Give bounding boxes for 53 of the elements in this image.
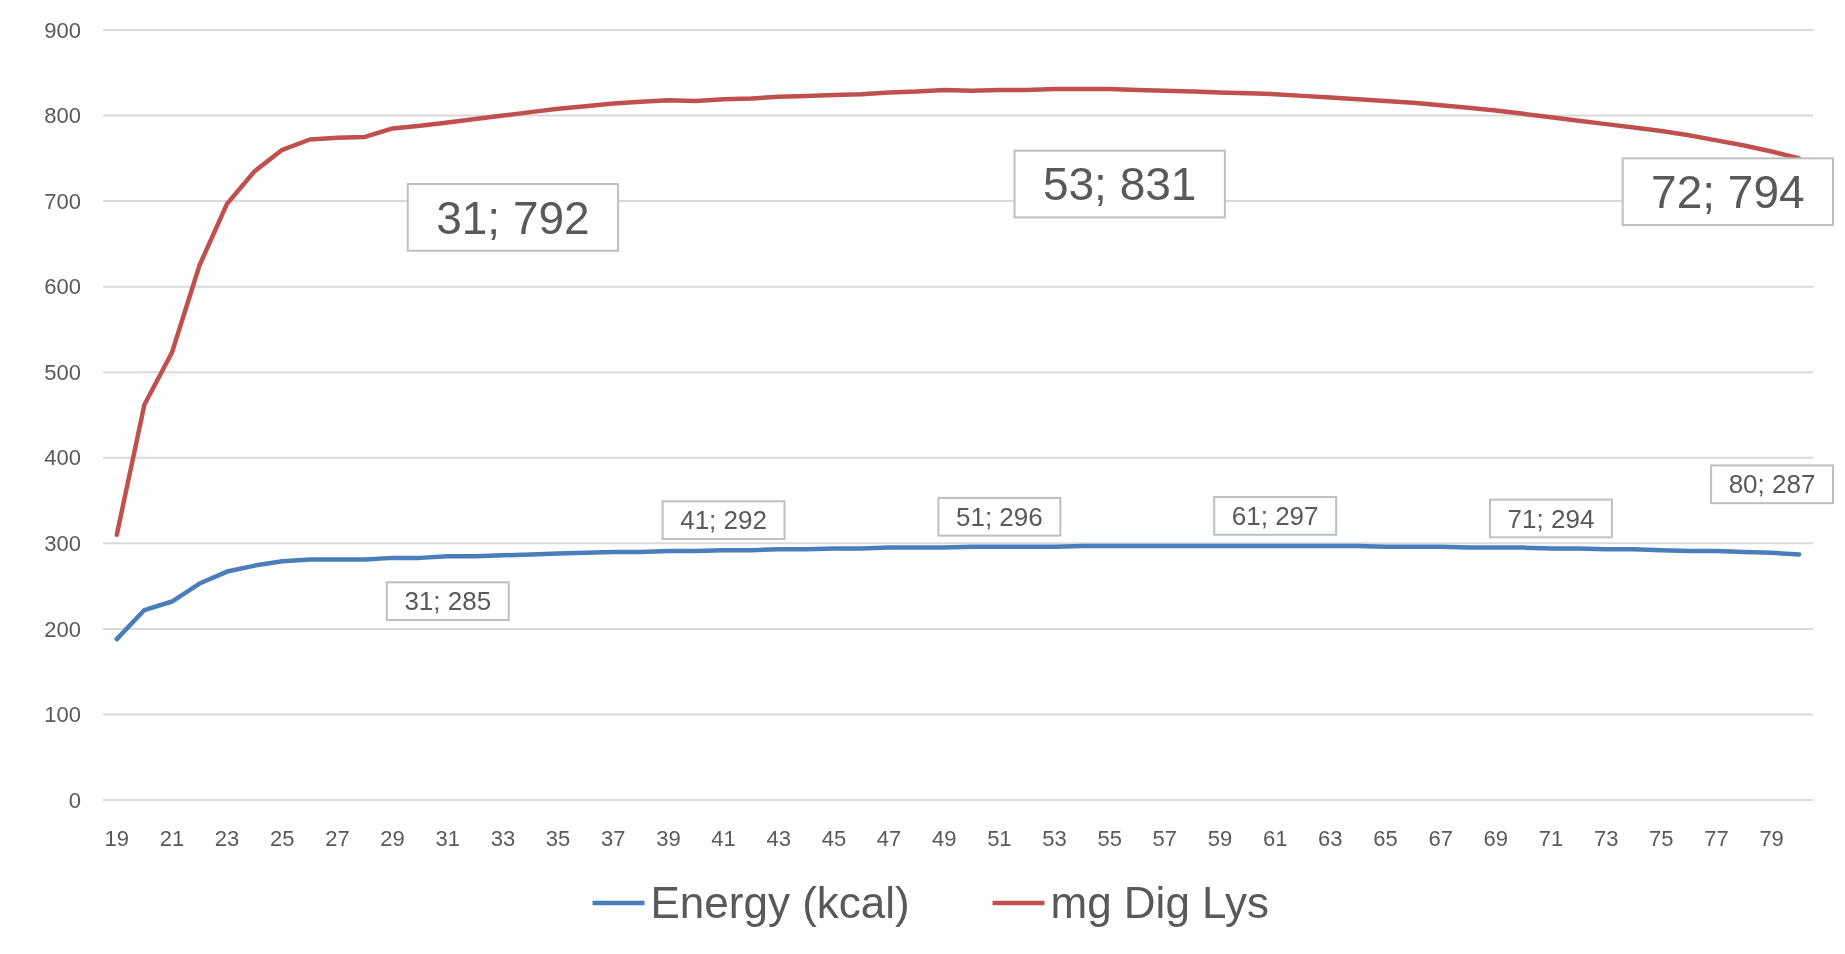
y-tick-label: 200: [44, 616, 81, 642]
x-tick-label: 77: [1704, 826, 1729, 851]
x-tick-label: 69: [1483, 826, 1509, 851]
x-tick-label: 37: [601, 826, 626, 851]
y-tick-label: 300: [44, 531, 81, 557]
y-tick-label: 700: [44, 188, 81, 214]
x-tick-label: 61: [1262, 826, 1288, 851]
annotation: 31; 792: [436, 191, 590, 244]
annotation: 31; 285: [404, 586, 492, 617]
x-tick-label: 19: [104, 826, 130, 851]
x-tick-label: 23: [214, 826, 240, 851]
x-tick-label: 45: [821, 826, 847, 851]
x-tick-label: 67: [1428, 826, 1453, 851]
y-tick-label: 400: [44, 445, 81, 471]
x-tick-label: 29: [380, 826, 405, 851]
y-tick-label: 800: [44, 103, 81, 129]
x-tick-label: 31: [435, 826, 460, 851]
legend-label: Energy (kcal): [650, 878, 910, 928]
x-tick-label: 75: [1649, 826, 1674, 851]
y-tick-label: 500: [44, 359, 81, 385]
legend-label: mg Dig Lys: [1050, 878, 1269, 928]
x-tick-label: 21: [159, 826, 185, 851]
y-tick-label: 0: [68, 787, 81, 813]
line-series: [114, 543, 1802, 642]
y-tick-label: 900: [44, 17, 81, 43]
x-tick-label: 53: [1042, 826, 1067, 851]
x-tick-label: 27: [325, 826, 350, 851]
annotation: 80; 287: [1728, 469, 1816, 500]
annotation: 51; 296: [956, 501, 1043, 532]
y-tick-label: 100: [44, 702, 81, 728]
x-tick-label: 65: [1373, 826, 1398, 851]
x-tick-label: 55: [1097, 826, 1122, 851]
x-tick-label: 63: [1318, 826, 1343, 851]
x-tick-label: 59: [1207, 826, 1233, 851]
annotation: 71; 294: [1507, 503, 1595, 534]
x-tick-label: 51: [987, 826, 1012, 851]
x-tick-label: 79: [1759, 826, 1784, 851]
x-tick-label: 41: [711, 826, 736, 851]
annotation: 53; 831: [1042, 158, 1197, 211]
x-tick-label: 35: [545, 826, 571, 851]
x-tick-label: 49: [931, 826, 957, 851]
x-tick-label: 33: [490, 826, 516, 851]
x-tick-label: 39: [656, 826, 681, 851]
x-tick-label: 71: [1538, 826, 1564, 851]
annotation: 61; 297: [1231, 501, 1319, 531]
x-tick-label: 47: [876, 826, 902, 851]
y-tick-label: 600: [44, 274, 81, 300]
x-tick-label: 57: [1152, 826, 1178, 851]
annotation: 72; 794: [1651, 165, 1805, 218]
x-tick-label: 73: [1593, 826, 1619, 851]
x-tick-label: 25: [270, 826, 295, 851]
annotation: 41; 292: [680, 505, 767, 536]
x-tick-label: 43: [766, 826, 791, 851]
